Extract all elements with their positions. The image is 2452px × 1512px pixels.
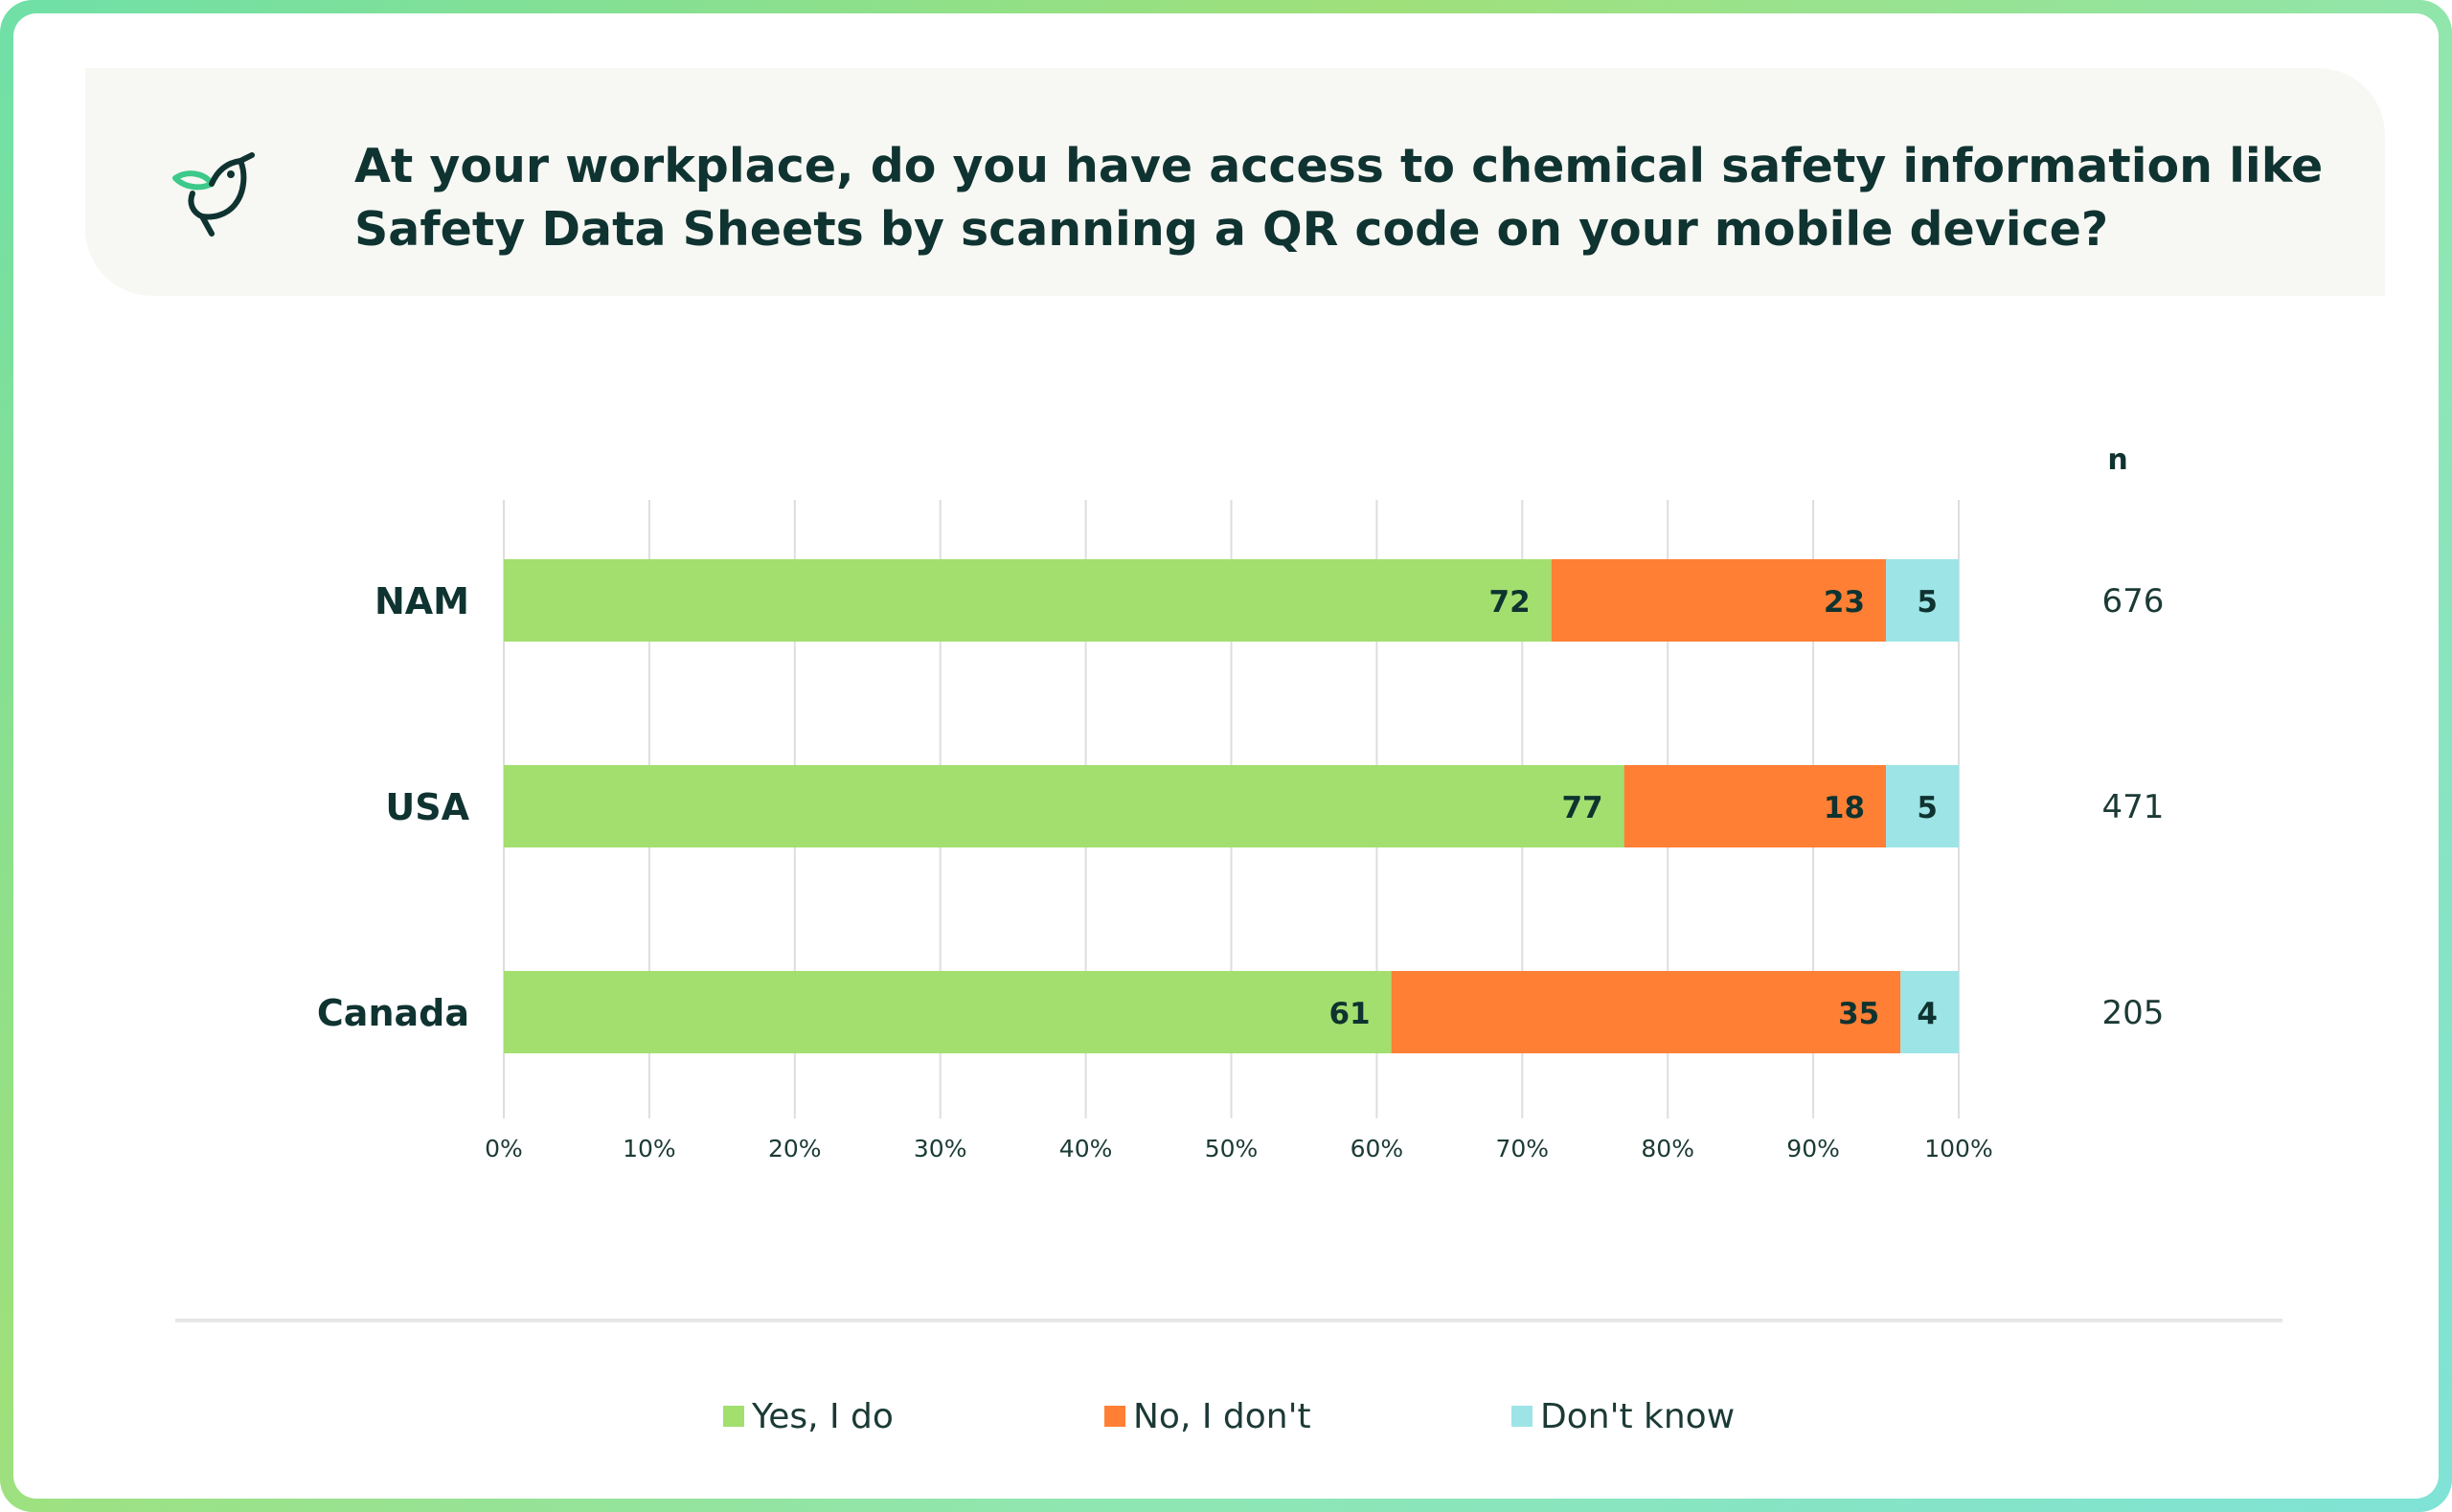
stacked-bar-chart: 0% 10% 20% 30% 40% 50% 60% 70% 80% 90% 100% n NAM 72 2… xyxy=(317,443,2165,1162)
x-tick-label: 20% xyxy=(768,1135,822,1162)
category-label: Canada xyxy=(317,992,469,1034)
n-value: 205 xyxy=(2102,994,2165,1032)
n-column-header: n xyxy=(2107,443,2127,477)
data-label: 61 xyxy=(1328,997,1370,1031)
legend-swatch-no xyxy=(1104,1406,1125,1427)
bar-segment xyxy=(1886,765,1959,847)
bar-segment xyxy=(1623,765,1887,847)
data-label: 5 xyxy=(1917,585,1938,620)
category-label: NAM xyxy=(375,580,469,622)
x-tick-label: 60% xyxy=(1351,1135,1404,1162)
bar-segment xyxy=(504,971,1392,1053)
legend-label-dont-know: Don't know xyxy=(1540,1396,1736,1436)
data-label: 77 xyxy=(1561,791,1602,825)
legend-item-yes: Yes, I do xyxy=(723,1392,894,1440)
x-tick-label: 70% xyxy=(1496,1135,1550,1162)
bar-segment xyxy=(504,559,1552,642)
n-value: 471 xyxy=(2102,788,2165,826)
x-tick-label: 40% xyxy=(1059,1135,1113,1162)
data-label: 18 xyxy=(1824,791,1865,825)
x-tick-label: 10% xyxy=(623,1135,676,1162)
bar-segment xyxy=(1391,971,1901,1053)
legend-swatch-dont-know xyxy=(1511,1406,1532,1427)
data-label: 4 xyxy=(1917,997,1938,1031)
x-tick-label: 30% xyxy=(914,1135,967,1162)
legend-label-no: No, I don't xyxy=(1133,1396,1311,1436)
legend-item-dont-know: Don't know xyxy=(1511,1392,1735,1440)
x-tick-label: 50% xyxy=(1205,1135,1259,1162)
x-tick-label: 100% xyxy=(1924,1135,1992,1162)
legend-item-no: No, I don't xyxy=(1104,1392,1311,1440)
bar-segment xyxy=(504,765,1624,847)
x-tick-label: 0% xyxy=(485,1135,523,1162)
bar-segment xyxy=(1551,559,1887,642)
bird-leaf-icon xyxy=(172,152,255,237)
data-label: 35 xyxy=(1838,997,1879,1031)
category-label: USA xyxy=(385,786,469,828)
question-title: At your workplace, do you have access to… xyxy=(354,139,2324,257)
chart-card: At your workplace, do you have access to… xyxy=(13,13,2439,1499)
legend-swatch-yes xyxy=(723,1406,744,1427)
bar-segment xyxy=(1900,971,1959,1053)
x-tick-label: 80% xyxy=(1641,1135,1694,1162)
legend-label-yes: Yes, I do xyxy=(752,1396,894,1436)
x-tick-label: 90% xyxy=(1786,1135,1840,1162)
data-label: 23 xyxy=(1824,585,1865,620)
n-value: 676 xyxy=(2102,582,2165,621)
data-label: 72 xyxy=(1489,585,1531,620)
bar-segment xyxy=(1886,559,1959,642)
question-header: At your workplace, do you have access to… xyxy=(85,68,2385,296)
data-label: 5 xyxy=(1917,791,1938,825)
legend-divider xyxy=(175,1319,2282,1322)
